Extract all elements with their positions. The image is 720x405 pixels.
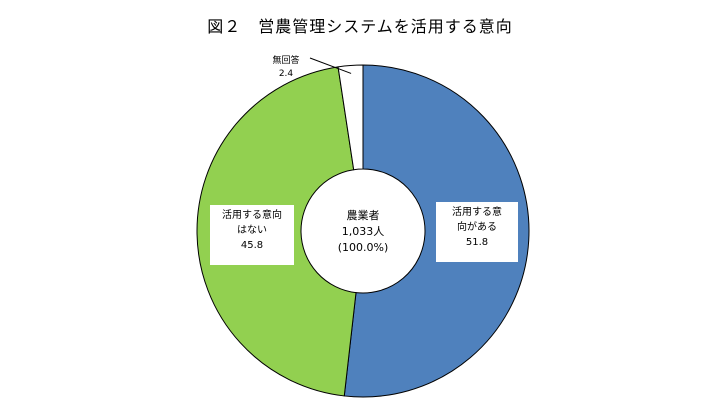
- slice-label-no-value: 45.8: [240, 240, 264, 251]
- slice-label-yes-line-1: 活用する意: [452, 207, 502, 218]
- slice-label-no-answer: 無回答 2.4: [262, 55, 310, 81]
- no-answer-leader-line: [309, 57, 352, 74]
- slice-label-no-answer-line-1: 無回答: [272, 56, 300, 66]
- chart-title: 図２ 営農管理システムを活用する意向: [207, 17, 513, 36]
- slice-label-yes: 活用する意 向がある 51.8: [436, 202, 518, 262]
- slice-label-no-answer-value: 2.4: [278, 69, 294, 79]
- slice-label-no: 活用する意向 はない 45.8: [210, 205, 294, 265]
- center-label-line-2: 1,033人: [341, 225, 385, 238]
- slice-label-yes-line-2: 向がある: [457, 222, 497, 233]
- slice-label-no-line-2: はない: [237, 225, 267, 236]
- slice-no-answer: [337, 64, 364, 171]
- center-label: 農業者 1,033人 (100.0%): [308, 208, 418, 256]
- center-label-line-1: 農業者: [346, 209, 380, 222]
- slice-label-no-line-1: 活用する意向: [222, 210, 282, 221]
- center-label-line-3: (100.0%): [337, 241, 389, 254]
- slice-label-yes-value: 51.8: [465, 237, 489, 248]
